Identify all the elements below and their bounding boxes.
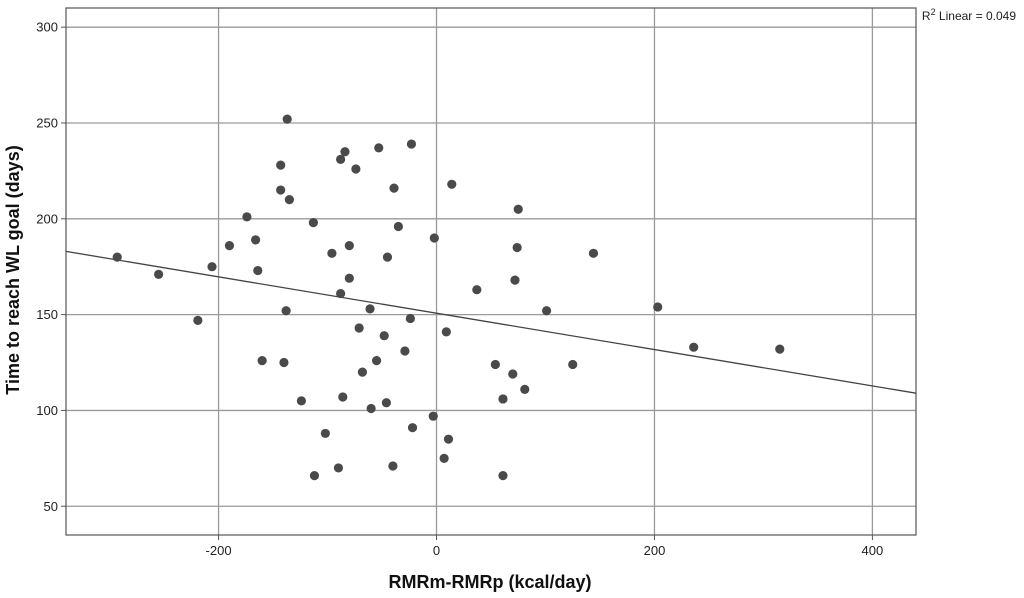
data-point — [357, 367, 368, 377]
data-point — [520, 384, 530, 394]
data-point — [336, 288, 346, 299]
y-tick-label: 200 — [36, 211, 58, 226]
x-axis-ticks: -200 0 200 400 — [206, 535, 884, 558]
data-point — [242, 212, 252, 222]
data-point — [282, 114, 292, 124]
data-point — [340, 147, 350, 157]
plot-area-frame — [65, 7, 917, 536]
data-point — [541, 306, 552, 316]
x-tick-label: 0 — [433, 543, 440, 558]
y-axis-ticks: 50 100 150 200 250 300 — [36, 20, 66, 514]
data-point — [379, 331, 389, 341]
data-point — [251, 235, 261, 245]
data-point — [405, 313, 415, 324]
data-point — [279, 357, 289, 368]
y-tick-label: 100 — [36, 403, 58, 418]
data-point — [309, 470, 320, 481]
data-point — [112, 252, 122, 262]
y-tick-label: 150 — [36, 307, 58, 322]
data-point — [512, 242, 522, 253]
data-point — [327, 248, 337, 258]
data-points — [112, 114, 785, 481]
data-point — [653, 302, 663, 312]
data-point — [443, 434, 454, 444]
data-point — [296, 396, 306, 406]
data-point — [388, 461, 398, 471]
data-point — [407, 423, 418, 433]
x-tick-label: 400 — [862, 543, 884, 558]
data-point — [441, 327, 451, 337]
y-axis-title: Time to reach WL goal (days) — [3, 145, 23, 394]
data-point — [257, 356, 267, 366]
data-point — [253, 265, 263, 276]
data-point — [447, 179, 457, 189]
x-axis-title: RMRm-RMRp (kcal/day) — [388, 572, 591, 592]
y-tick-label: 50 — [44, 499, 58, 514]
r-squared-value: Linear = 0.049 — [936, 9, 1017, 23]
data-point — [568, 359, 578, 370]
data-point — [439, 453, 449, 463]
data-point — [351, 164, 361, 174]
data-point — [336, 154, 346, 164]
data-point — [428, 411, 438, 421]
data-point — [366, 403, 376, 414]
data-point — [333, 463, 344, 473]
data-point — [775, 344, 785, 354]
data-point — [344, 273, 354, 283]
r-squared-annotation: R2 Linear = 0.049 — [922, 7, 1016, 23]
linear-fit-line — [65, 250, 917, 394]
data-point — [381, 398, 391, 408]
r-squared-prefix: R — [922, 9, 931, 23]
data-point — [429, 233, 439, 243]
data-point — [472, 285, 482, 295]
data-point — [406, 139, 417, 149]
data-point — [320, 428, 330, 439]
data-point — [389, 183, 399, 193]
data-point — [498, 394, 508, 404]
data-point — [498, 470, 508, 481]
data-point — [374, 143, 384, 153]
data-point — [354, 323, 364, 333]
data-point — [193, 315, 203, 325]
data-point — [588, 248, 599, 258]
data-point — [508, 369, 518, 379]
x-tick-label: -200 — [206, 543, 232, 558]
data-point — [224, 241, 235, 251]
x-tick-label: 200 — [644, 543, 666, 558]
r-squared-superscript: 2 — [931, 7, 936, 17]
data-point — [276, 185, 286, 195]
data-point — [371, 356, 382, 366]
y-tick-label: 300 — [36, 20, 58, 35]
data-point — [490, 359, 500, 370]
data-point — [400, 346, 410, 356]
data-point — [154, 269, 164, 279]
data-point — [344, 241, 354, 251]
data-point — [689, 342, 699, 352]
data-point — [510, 275, 520, 285]
gridlines — [66, 8, 916, 535]
data-point — [393, 221, 403, 232]
data-point — [207, 262, 217, 272]
data-point — [513, 204, 523, 214]
data-point — [284, 195, 294, 205]
data-point — [338, 392, 348, 402]
data-point — [365, 304, 375, 314]
data-point — [308, 218, 318, 228]
y-tick-label: 250 — [36, 115, 58, 130]
data-point — [382, 252, 393, 262]
data-point — [276, 160, 286, 170]
data-point — [281, 306, 291, 316]
